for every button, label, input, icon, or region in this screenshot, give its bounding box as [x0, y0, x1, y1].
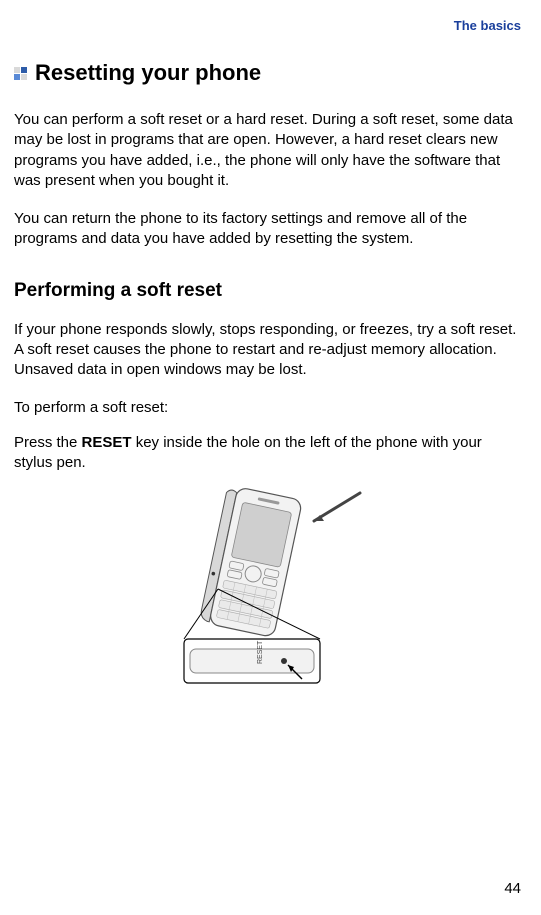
subsection-heading: Performing a soft reset [14, 280, 523, 302]
phone-illustration: RESET [174, 481, 364, 701]
instruction-pre: Press the [14, 434, 82, 451]
page-number: 44 [504, 880, 521, 897]
main-title-row: Resetting your phone [14, 60, 523, 86]
intro-paragraph-1: You can perform a soft reset or a hard r… [14, 110, 523, 191]
reset-key-label: RESET [82, 434, 132, 451]
section-bullet-icon [14, 67, 27, 80]
section-header-link[interactable]: The basics [454, 18, 521, 33]
stylus-icon [314, 493, 360, 521]
soft-reset-description: If your phone responds slowly, stops res… [14, 320, 523, 381]
phone-figure: RESET [14, 481, 523, 701]
reset-instruction: Press the RESET key inside the hole on t… [14, 433, 523, 474]
reset-label: RESET [257, 640, 264, 664]
page-title: Resetting your phone [35, 60, 261, 86]
intro-paragraph-2: You can return the phone to its factory … [14, 209, 523, 250]
step-intro: To perform a soft reset: [14, 398, 523, 418]
